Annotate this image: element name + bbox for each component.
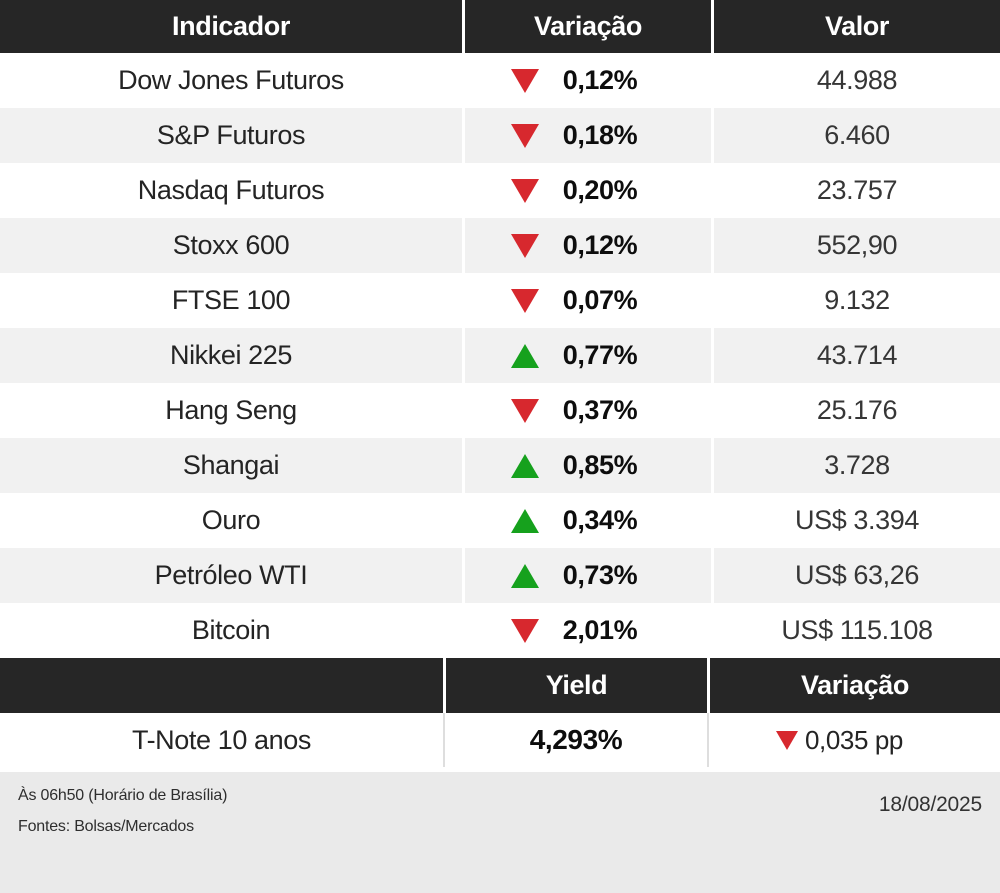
bond-yield-cell: 4,293% — [443, 713, 707, 767]
bond-variation-cell: 0,035 pp — [707, 713, 1000, 767]
bond-variation-value: 0,035 pp — [804, 724, 903, 755]
main-header-row: Indicador Variação Valor — [0, 0, 1000, 53]
table-row: FTSE 100 0,07% 9.132 — [0, 273, 1000, 328]
variation-value: 0,20% — [562, 175, 638, 205]
variation-cell: 0,12% — [462, 53, 711, 108]
footer-time-note: Às 06h50 (Horário de Brasília) — [18, 787, 228, 804]
indicator-value: 9.132 — [711, 273, 1000, 328]
indicator-name: Hang Seng — [165, 395, 297, 425]
indicator-value: 43.714 — [711, 328, 1000, 383]
variation-value: 0,18% — [562, 120, 638, 150]
indicator-name: Stoxx 600 — [172, 230, 290, 260]
variation-value: 0,12% — [562, 65, 638, 95]
indicator-name: Nikkei 225 — [169, 340, 293, 370]
indicator-value: 44.988 — [711, 53, 1000, 108]
bond-header-row: Yield Variação — [0, 658, 1000, 713]
table-row: Ouro 0,34% US$ 3.394 — [0, 493, 1000, 548]
variation-value: 0,73% — [562, 560, 638, 590]
variation-arrow-icon — [510, 233, 539, 258]
bond-header-empty — [0, 658, 443, 713]
table-row: Dow Jones Futuros 0,12% 44.988 — [0, 53, 1000, 108]
footer-date: 18/08/2025 — [878, 793, 982, 816]
variation-arrow-icon — [510, 563, 539, 588]
table-body: Dow Jones Futuros 0,12% 44.988 S&P Futur… — [0, 53, 1000, 658]
table-row: Stoxx 600 0,12% 552,90 — [0, 218, 1000, 273]
variation-arrow-icon — [510, 618, 539, 643]
bond-row: T-Note 10 anos 4,293% 0,035 pp — [0, 713, 1000, 767]
footer-sources: Fontes: Bolsas/Mercados — [18, 818, 194, 835]
variation-arrow-icon — [510, 398, 539, 423]
indicator-value: 23.757 — [711, 163, 1000, 218]
indicator-name: Dow Jones Futuros — [118, 65, 344, 95]
table-row: Petróleo WTI 0,73% US$ 63,26 — [0, 548, 1000, 603]
indicator-value: US$ 63,26 — [711, 548, 1000, 603]
indicator-value: 6.460 — [711, 108, 1000, 163]
table-row: Hang Seng 0,37% 25.176 — [0, 383, 1000, 438]
indicator-value: 552,90 — [711, 218, 1000, 273]
variation-value: 0,85% — [562, 450, 638, 480]
table-row: Nikkei 225 0,77% 43.714 — [0, 328, 1000, 383]
indicator-value: 25.176 — [711, 383, 1000, 438]
header-bond-variacao: Variação — [707, 658, 1000, 713]
indicator-value: US$ 115.108 — [711, 603, 1000, 658]
header-valor: Valor — [711, 0, 1000, 53]
variation-arrow-icon — [510, 178, 539, 203]
table-row: Shangai 0,85% 3.728 — [0, 438, 1000, 493]
indicator-name: S&P Futuros — [156, 120, 306, 150]
header-indicador: Indicador — [172, 11, 290, 41]
variation-value: 0,34% — [562, 505, 638, 535]
table-row: Nasdaq Futuros 0,20% 23.757 — [0, 163, 1000, 218]
variation-cell: 0,37% — [462, 383, 711, 438]
divider — [0, 767, 1000, 772]
footer-notes: Às 06h50 (Horário de Brasília) Fontes: B… — [18, 787, 227, 893]
variation-value: 0,12% — [562, 230, 638, 260]
header-variacao: Variação — [462, 0, 711, 53]
footer: Às 06h50 (Horário de Brasília) Fontes: B… — [0, 772, 1000, 893]
variation-arrow-icon — [510, 68, 539, 93]
indicator-name: Bitcoin — [191, 615, 271, 645]
indicator-value: US$ 3.394 — [711, 493, 1000, 548]
variation-cell: 0,12% — [462, 218, 711, 273]
variation-arrow-icon — [510, 123, 539, 148]
header-yield: Yield — [443, 658, 707, 713]
indicator-name: Petróleo WTI — [154, 560, 308, 590]
table-row: S&P Futuros 0,18% 6.460 — [0, 108, 1000, 163]
variation-arrow-icon — [510, 343, 539, 368]
variation-arrow-icon — [510, 453, 539, 478]
variation-value: 0,77% — [562, 340, 638, 370]
indicator-name: Ouro — [201, 505, 261, 535]
indicator-name: FTSE 100 — [171, 285, 291, 315]
indicator-value: 3.728 — [711, 438, 1000, 493]
bond-yield-value: 4,293% — [529, 724, 623, 755]
indicator-name: Nasdaq Futuros — [137, 175, 325, 205]
variation-value: 0,37% — [562, 395, 638, 425]
variation-cell: 0,18% — [462, 108, 711, 163]
variation-value: 2,01% — [562, 615, 638, 645]
variation-cell: 2,01% — [462, 603, 711, 658]
indicator-name: Shangai — [182, 450, 280, 480]
variation-cell: 0,20% — [462, 163, 711, 218]
variation-cell: 0,07% — [462, 273, 711, 328]
variation-value: 0,07% — [562, 285, 638, 315]
variation-arrow-icon — [510, 288, 539, 313]
table-row: Bitcoin 2,01% US$ 115.108 — [0, 603, 1000, 658]
variation-cell: 0,85% — [462, 438, 711, 493]
bond-name: T-Note 10 anos — [131, 724, 311, 755]
variation-cell: 0,77% — [462, 328, 711, 383]
variation-arrow-icon — [510, 508, 539, 533]
variation-cell: 0,73% — [462, 548, 711, 603]
variation-arrow-icon — [775, 730, 798, 750]
variation-cell: 0,34% — [462, 493, 711, 548]
